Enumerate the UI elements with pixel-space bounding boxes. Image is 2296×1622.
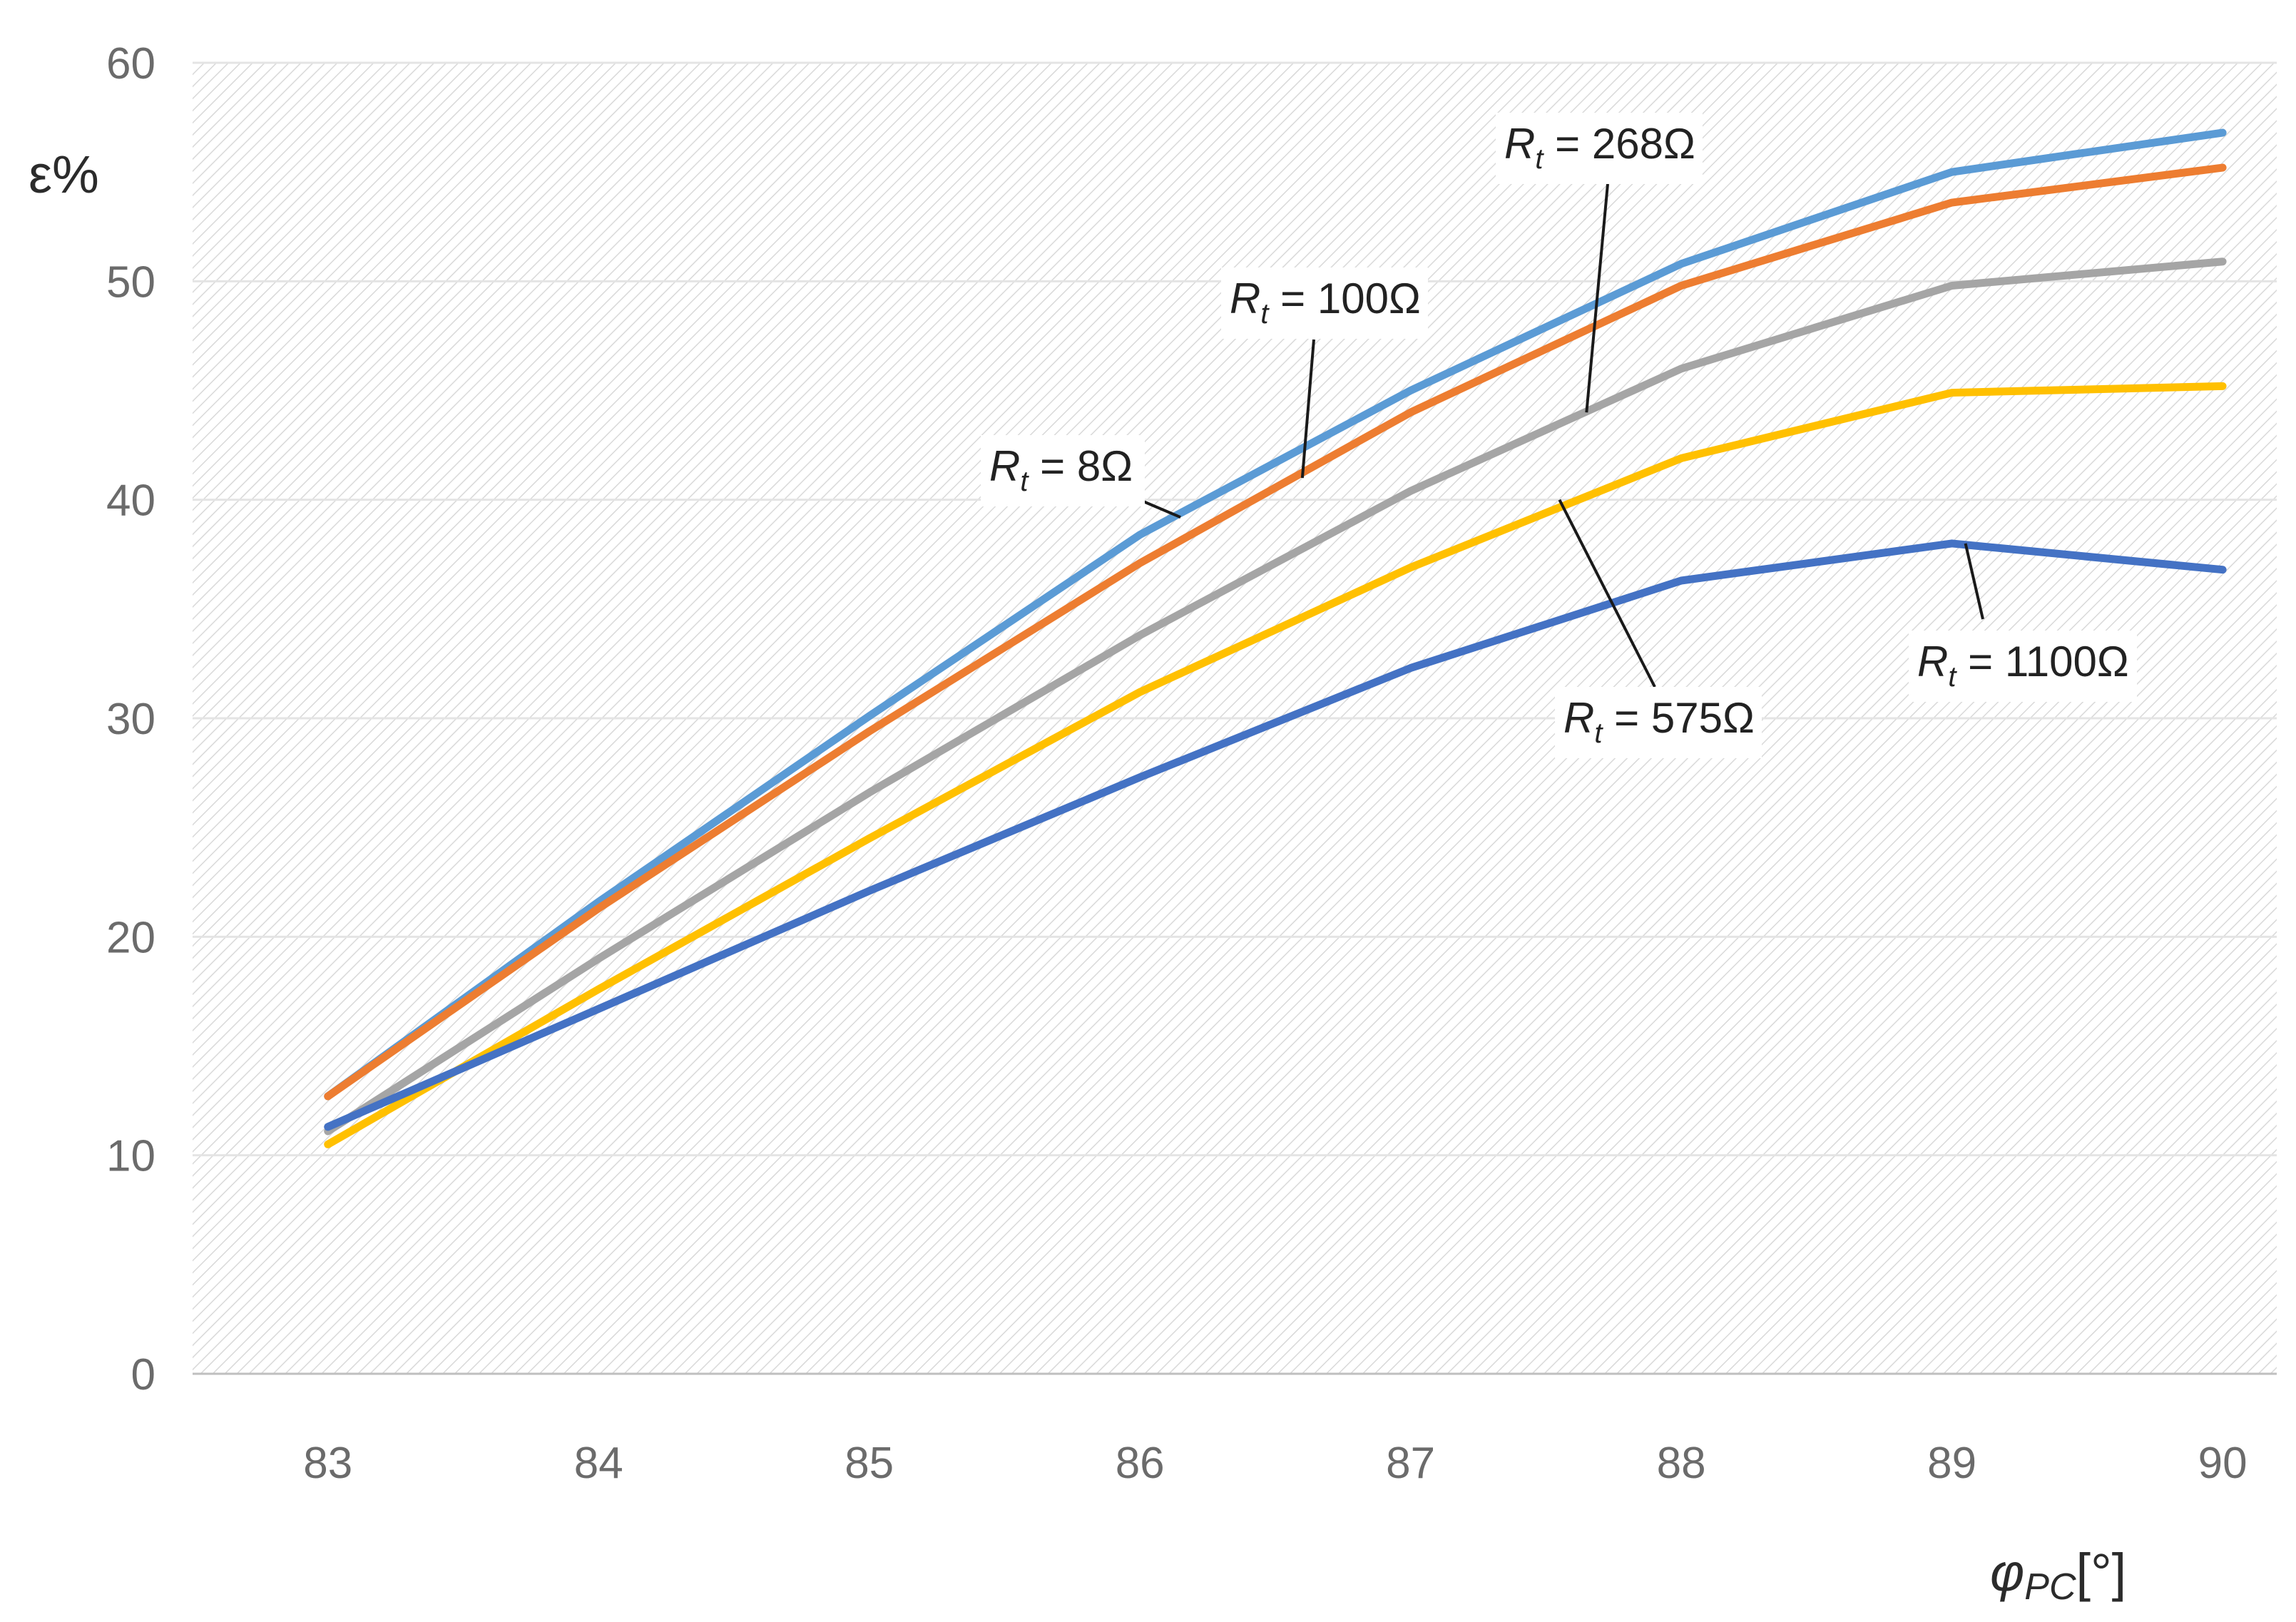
annotation-leader-2 <box>1300 339 1315 479</box>
annotation-label-5: Rt = 1100Ω <box>1917 638 2129 693</box>
series-line-1 <box>324 128 2227 1101</box>
y-tick-label-50: 50 <box>106 257 155 307</box>
annotation-label-2: Rt = 100Ω <box>1230 275 1421 330</box>
x-axis-title-sub: PC <box>2024 1566 2076 1608</box>
x-tick-label-88: 88 <box>1657 1439 1706 1488</box>
x-axis-title-unit: [°] <box>2076 1543 2127 1602</box>
x-tick-label-87: 87 <box>1386 1439 1435 1488</box>
y-tick-label-30: 30 <box>106 695 155 744</box>
y-tick-label-20: 20 <box>106 913 155 962</box>
x-tick-label-89: 89 <box>1927 1439 1976 1488</box>
x-axis-title: φPC[°] <box>1990 1543 2126 1608</box>
axis-ticks: 0 10 20 30 40 50 60 83 84 85 86 87 88 89 90 <box>106 39 2247 1488</box>
x-axis-title-main: φ <box>1990 1543 2024 1602</box>
x-tick-label-90: 90 <box>2198 1439 2247 1488</box>
annotation-label-1: Rt = 8Ω <box>989 442 1133 497</box>
annotation-box-2 <box>1221 267 1428 339</box>
annotation-label-3: Rt = 268Ω <box>1504 120 1695 175</box>
annotation-leader-4 <box>1558 499 1656 688</box>
x-tick-label-85: 85 <box>845 1439 894 1488</box>
series-line-2 <box>324 163 2227 1101</box>
y-tick-label-10: 10 <box>106 1132 155 1181</box>
annotation-label-4: Rt = 575Ω <box>1563 694 1755 749</box>
series-lines <box>324 128 2227 1148</box>
series-line-4 <box>324 382 2227 1148</box>
annotation-box-5 <box>1909 631 2137 702</box>
series-line-5 <box>324 539 2227 1131</box>
x-tick-label-83: 83 <box>303 1439 352 1488</box>
annotation-box-3 <box>1496 113 1703 184</box>
y-tick-label-40: 40 <box>106 476 155 526</box>
x-tick-label-86: 86 <box>1116 1439 1165 1488</box>
annotation-box-1 <box>981 435 1145 506</box>
y-axis-title: ε% <box>29 145 99 204</box>
series-line-3 <box>324 257 2227 1136</box>
annotation-leader-5 <box>1964 543 1984 620</box>
annotation-box-4 <box>1555 687 1762 758</box>
annotations: Rt = 8Ω Rt = 100Ω Rt = 268Ω Rt = 575Ω Rt = 1… <box>981 113 2137 758</box>
y-tick-label-60: 60 <box>106 39 155 88</box>
y-tick-label-0: 0 <box>131 1350 155 1399</box>
annotation-leader-3 <box>1585 183 1609 413</box>
x-tick-label-84: 84 <box>574 1439 623 1488</box>
